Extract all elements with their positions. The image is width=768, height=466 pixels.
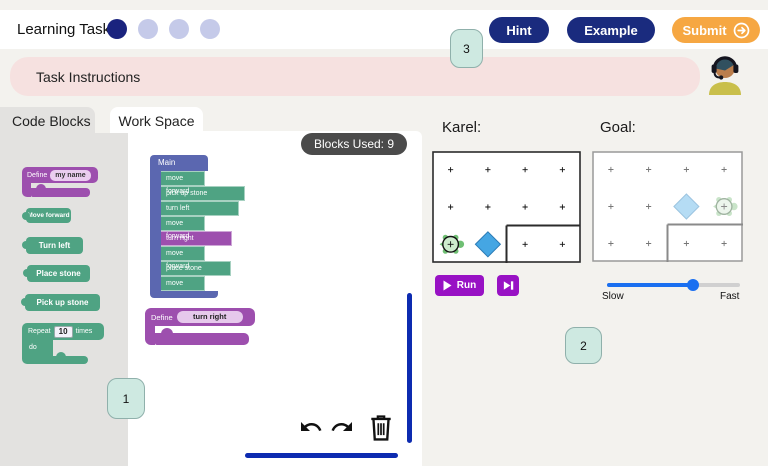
define-label: Define [151, 312, 173, 322]
blocks-used-badge: Blocks Used: 9 [301, 133, 407, 155]
main-row-turn-left[interactable]: turn left [161, 201, 239, 216]
progress-dot-1 [107, 19, 127, 39]
palette-place-stone-block[interactable]: Place stone [23, 265, 90, 282]
palette-turn-left-block[interactable]: Turn left [22, 237, 83, 254]
hint-button[interactable]: Hint [489, 17, 549, 43]
tab-work-space-label: Work Space [118, 112, 195, 129]
main-row-turn-right[interactable]: turn right [161, 231, 232, 246]
define-name-field[interactable]: my name [50, 169, 91, 181]
main-row-pick-up-stone[interactable]: pick up stone [161, 186, 245, 201]
undo-icon [301, 422, 322, 431]
task-instructions-banner: Task Instructions [10, 57, 700, 96]
skip-to-end-icon [503, 281, 513, 290]
trash-button[interactable] [368, 413, 394, 444]
submit-button[interactable]: Submit [672, 17, 760, 43]
karel-turtle [439, 234, 465, 254]
page-title: Learning Task [17, 21, 111, 38]
callout-badge-2: 2 [565, 327, 602, 364]
palette-pick-up-stone-block[interactable]: Pick up stone [21, 294, 100, 311]
run-button[interactable]: Run [435, 275, 484, 296]
undo-button[interactable] [299, 415, 323, 442]
callout-badge-1: 1 [107, 378, 145, 419]
example-label: Example [584, 22, 638, 38]
main-row-place-stone[interactable]: place stone [161, 261, 231, 276]
progress-dot-3 [169, 19, 189, 39]
example-button[interactable]: Example [567, 17, 655, 43]
goal-world-grid [592, 151, 743, 262]
hint-label: Hint [506, 22, 532, 38]
define-label: Define [27, 171, 48, 179]
speed-slider-track[interactable] [607, 283, 740, 287]
speed-slider-fill [607, 283, 693, 287]
main-row-move-forward[interactable]: move forward [161, 276, 205, 300]
repeat-do-label: do [22, 340, 53, 356]
progress-dot-4 [200, 19, 220, 39]
submit-label: Submit [682, 22, 727, 38]
main-row-move-forward[interactable]: move forward [161, 216, 205, 240]
world-wall [666, 223, 743, 262]
main-program-block[interactable]: Main move forward pick up stone turn lef… [150, 155, 246, 300]
tab-code-blocks[interactable]: Code Blocks [0, 107, 95, 134]
main-row-move-forward[interactable]: move forward [161, 171, 205, 195]
palette-move-forward-block[interactable]: Move forward [22, 208, 71, 223]
progress-dots [107, 19, 220, 39]
play-icon [443, 280, 452, 291]
redo-icon [331, 422, 352, 431]
step-button[interactable] [497, 275, 519, 296]
callout-badge-3: 3 [450, 29, 483, 68]
goal-stone-diamond [673, 193, 700, 220]
grid-cross-marks [608, 166, 727, 247]
tab-code-blocks-label: Code Blocks [12, 112, 91, 129]
slow-label: Slow [602, 291, 624, 302]
fast-label: Fast [720, 291, 740, 302]
progress-dot-2 [138, 19, 158, 39]
top-bar: Learning Task Hint Example Submit [0, 10, 768, 49]
speed-slider-thumb[interactable] [687, 279, 699, 291]
workspace-horizontal-scrollbar[interactable] [245, 453, 398, 458]
main-block-label: Main [150, 155, 208, 171]
run-label: Run [456, 280, 477, 291]
workspace-define-turn-right-block[interactable]: Define turn right [145, 308, 255, 345]
support-agent-icon[interactable] [705, 51, 745, 95]
world-wall [505, 224, 580, 263]
karel-world-grid [432, 151, 581, 263]
stone-diamond [474, 231, 502, 258]
trash-icon [371, 415, 391, 441]
palette-repeat-block[interactable]: Repeat 10 times do [22, 323, 104, 364]
workspace-vertical-scrollbar[interactable] [407, 293, 412, 443]
redo-button[interactable] [330, 415, 354, 442]
goal-label: Goal: [600, 119, 636, 136]
palette-define-block[interactable]: Define my name [22, 167, 98, 197]
tab-work-space[interactable]: Work Space [110, 107, 203, 134]
main-row-move-forward[interactable]: move forward [161, 246, 205, 270]
grid-cross-marks [448, 167, 565, 247]
task-instructions-label: Task Instructions [36, 68, 141, 85]
arrow-right-circle-icon [733, 22, 749, 38]
karel-label: Karel: [442, 119, 482, 136]
repeat-label: Repeat [28, 328, 51, 335]
define-name-field[interactable]: turn right [176, 311, 243, 323]
goal-turtle [713, 197, 738, 216]
repeat-count-input[interactable]: 10 [53, 325, 73, 338]
repeat-times-label: times [75, 328, 93, 335]
